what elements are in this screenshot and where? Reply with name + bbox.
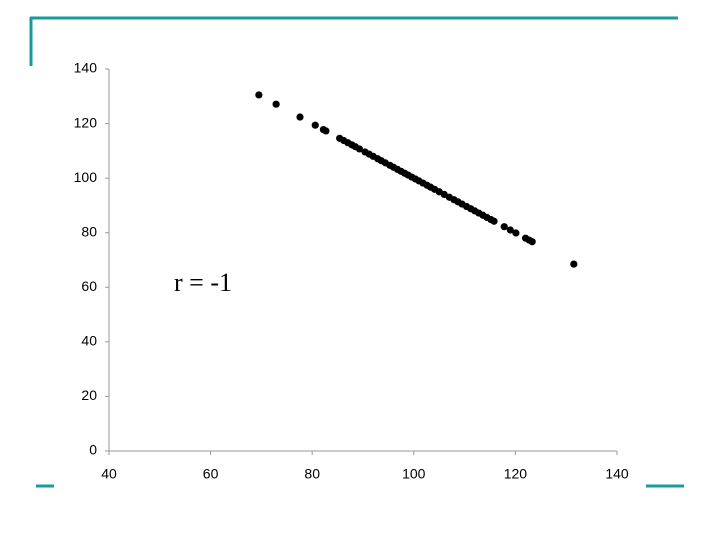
- x-tick-label: 40: [101, 466, 117, 482]
- point: [355, 145, 364, 153]
- y-tick-label: 20: [81, 387, 97, 403]
- point: [506, 226, 514, 234]
- x-tick-label: 140: [605, 466, 629, 482]
- y-tick-label: 100: [74, 169, 98, 185]
- point: [255, 91, 263, 99]
- y-tick-label: 140: [74, 60, 98, 76]
- y-tick-label: 40: [81, 333, 97, 349]
- point: [311, 121, 319, 129]
- point: [490, 217, 498, 225]
- point: [272, 100, 280, 108]
- y-tick-label: 120: [74, 114, 98, 130]
- y-tick-label: 60: [81, 278, 97, 294]
- x-tick-label: 120: [504, 466, 528, 482]
- point: [322, 127, 330, 135]
- x-tick-label: 60: [203, 466, 219, 482]
- x-tick-label: 100: [402, 466, 426, 482]
- y-tick-label: 80: [81, 223, 97, 239]
- annotation: r = -1: [174, 268, 232, 297]
- point: [528, 238, 536, 246]
- x-tick-label: 80: [304, 466, 320, 482]
- point: [296, 113, 304, 121]
- point: [512, 229, 520, 237]
- point: [500, 223, 508, 231]
- y-tick-label: 0: [89, 442, 97, 458]
- point: [570, 260, 578, 268]
